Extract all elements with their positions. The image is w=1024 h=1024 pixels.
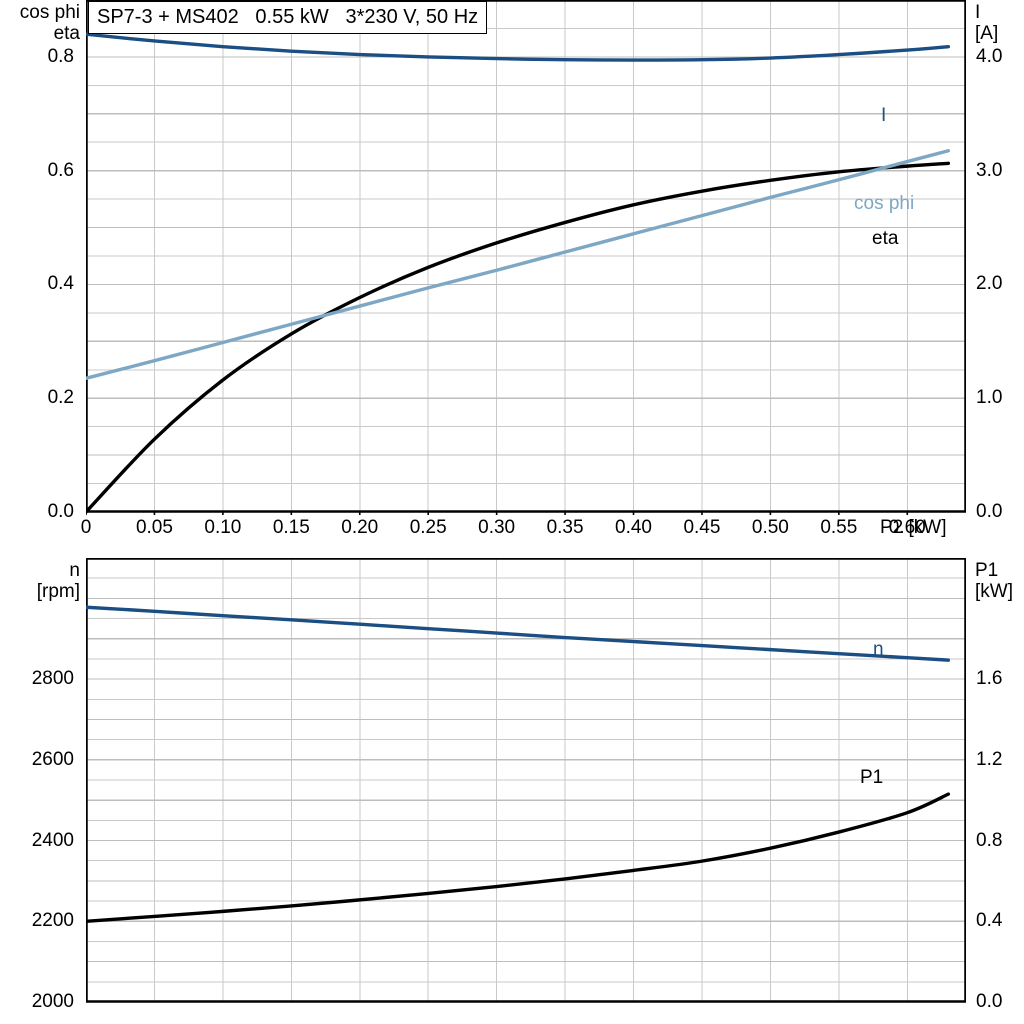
top-right-tick: 3.0 xyxy=(976,159,1003,181)
bottom-left-tick: 2800 xyxy=(31,668,74,690)
chart-title-box: SP7-3 + MS402 0.55 kW 3*230 V, 50 Hz xyxy=(88,1,488,34)
curve-label-speed: n xyxy=(873,639,884,660)
top-x-tick: 0.05 xyxy=(135,517,173,538)
top-x-tick: 0.10 xyxy=(204,517,242,538)
top-x-tick: 0.45 xyxy=(683,517,721,538)
top-x-tick: 0.25 xyxy=(409,517,447,538)
bottom-right-tick: 1.2 xyxy=(976,748,1003,770)
bottom-right-tick: 0.0 xyxy=(976,991,1003,1012)
top-x-tick: 0 xyxy=(80,517,92,538)
top-plot-area xyxy=(86,0,966,515)
bottom-right-axis-title-line1: P1 xyxy=(975,560,999,581)
bottom-left-tick: 2400 xyxy=(31,829,74,851)
top-x-tick: 0.30 xyxy=(478,517,516,538)
bottom-right-tick: 0.4 xyxy=(976,910,1003,932)
top-chart-panel: cos phi eta I [A] 0.0 0.2 0.4 0.6 0.8 0.0 1.0… xyxy=(19,0,1003,538)
top-left-tick: 0.2 xyxy=(47,387,74,409)
top-left-tick: 0.4 xyxy=(47,273,74,295)
bottom-left-tick: 2000 xyxy=(31,991,74,1012)
bottom-right-tick: 1.6 xyxy=(976,668,1003,690)
top-x-axis-title: P2 [kW] xyxy=(880,517,947,538)
top-x-tick: 0.35 xyxy=(546,517,584,538)
top-right-axis-title-line1: I xyxy=(975,2,981,23)
top-left-tick: 0.6 xyxy=(47,159,74,181)
curve-label-eta: eta xyxy=(872,228,899,249)
top-left-axis-title-line2: eta xyxy=(53,23,80,44)
curve-label-current: I xyxy=(881,105,887,126)
bottom-left-tick: 2200 xyxy=(31,910,74,932)
top-x-tick: 0.40 xyxy=(615,517,652,538)
top-x-tick: 0.55 xyxy=(820,517,858,538)
bottom-left-tick: 2600 xyxy=(31,748,74,770)
top-right-axis-title-line2: [A] xyxy=(975,23,999,44)
top-right-tick: 1.0 xyxy=(976,387,1003,409)
bottom-left-axis-title-line1: n xyxy=(69,560,80,581)
bottom-right-tick: 0.8 xyxy=(976,829,1003,851)
bottom-chart-panel: n [rpm] P1 [kW] 2000 2200 2400 2600 2800 0.0… xyxy=(0,556,1024,1024)
top-right-tick: 4.0 xyxy=(976,45,1003,67)
bottom-right-axis-title-line2: [kW] xyxy=(975,581,1013,602)
top-x-tick: 0.50 xyxy=(751,517,789,538)
top-right-tick: 2.0 xyxy=(976,273,1003,295)
top-left-tick: 0.8 xyxy=(47,45,74,67)
bottom-plot-area xyxy=(86,558,966,1003)
curve-label-cos-phi: cos phi xyxy=(854,193,915,214)
top-x-tick: 0.20 xyxy=(341,517,379,538)
top-x-tick: 0.60 xyxy=(888,517,926,538)
bottom-left-axis-title-line2: [rpm] xyxy=(36,581,80,602)
top-left-axis-title-line1: cos phi xyxy=(19,2,80,23)
curve-label-power: P1 xyxy=(860,767,884,788)
top-x-tick: 0.15 xyxy=(272,517,310,538)
top-left-tick: 0.0 xyxy=(47,501,74,522)
top-right-tick: 0.0 xyxy=(976,501,1003,522)
